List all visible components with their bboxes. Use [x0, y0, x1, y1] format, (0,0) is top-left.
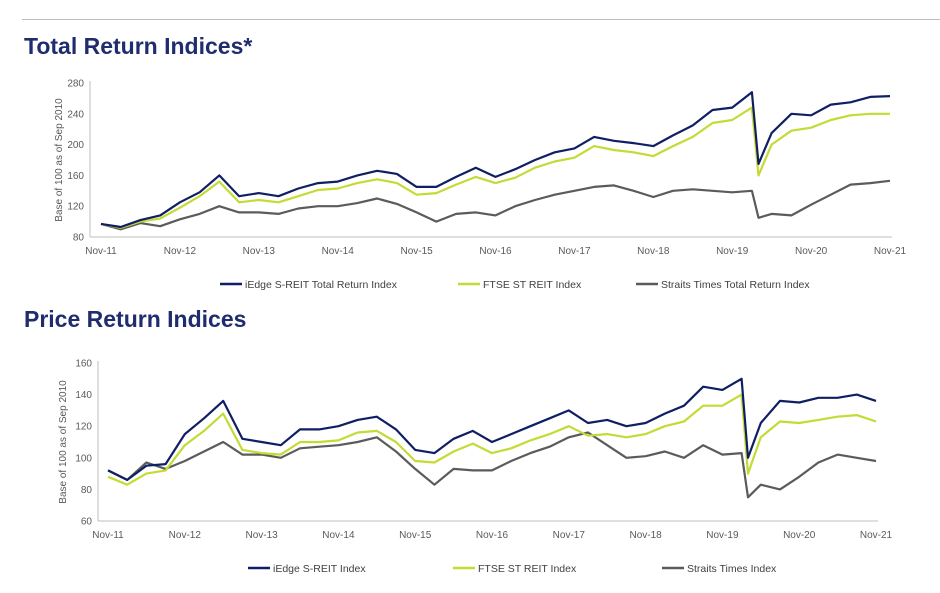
y-tick-label: 160 [75, 359, 92, 370]
y-axis-label: Base of 100 as of Sep 2010 [58, 380, 69, 504]
x-tick-label: Nov-16 [476, 530, 509, 541]
x-tick-label: Nov-21 [860, 530, 893, 541]
y-tick-label: 80 [81, 485, 93, 496]
x-tick-label: Nov-18 [629, 530, 662, 541]
x-tick-label: Nov-16 [479, 246, 512, 257]
x-tick-label: Nov-12 [169, 530, 202, 541]
y-tick-label: 80 [73, 233, 85, 244]
x-tick-label: Nov-17 [553, 530, 586, 541]
y-tick-label: 140 [75, 390, 92, 401]
series-line-1 [100, 106, 890, 229]
x-tick-label: Nov-20 [795, 246, 828, 257]
y-tick-label: 100 [75, 453, 92, 464]
y-axis-label: Base of 100 as of Sep 2010 [54, 98, 65, 222]
legend-label: FTSE ST REIT Index [483, 279, 582, 291]
y-tick-label: 160 [67, 171, 84, 182]
x-tick-label: Nov-12 [164, 246, 197, 257]
x-tick-label: Nov-13 [243, 246, 276, 257]
legend-label: iEdge S-REIT Total Return Index [245, 279, 398, 291]
series-line-1 [107, 393, 877, 486]
y-tick-label: 120 [75, 422, 92, 433]
series-line-0 [107, 377, 877, 481]
legend-label: Straits Times Index [687, 563, 777, 575]
x-tick-label: Nov-17 [558, 246, 591, 257]
x-tick-label: Nov-21 [874, 246, 907, 257]
y-tick-label: 280 [67, 79, 84, 90]
series-line-2 [107, 431, 877, 499]
chart-title-price-return: Price Return Indices [24, 306, 247, 332]
series-line-0 [100, 91, 891, 229]
x-tick-label: Nov-18 [637, 246, 670, 257]
x-tick-label: Nov-11 [92, 530, 124, 541]
y-tick-label: 240 [67, 109, 84, 120]
x-tick-label: Nov-20 [783, 530, 816, 541]
x-tick-label: Nov-15 [399, 530, 432, 541]
chart-title-total-return: Total Return Indices* [24, 33, 253, 59]
y-tick-label: 200 [67, 140, 84, 151]
x-tick-label: Nov-19 [706, 530, 739, 541]
legend-label: FTSE ST REIT Index [478, 563, 577, 575]
x-tick-label: Nov-13 [245, 530, 278, 541]
header-divider [22, 19, 940, 20]
legend-label: iEdge S-REIT Index [273, 563, 366, 575]
x-tick-label: Nov-14 [322, 246, 355, 257]
x-tick-label: Nov-19 [716, 246, 749, 257]
x-tick-label: Nov-11 [85, 246, 117, 257]
x-tick-label: Nov-15 [400, 246, 433, 257]
x-tick-label: Nov-14 [322, 530, 355, 541]
y-tick-label: 120 [67, 202, 84, 213]
series-line-2 [100, 179, 891, 231]
y-tick-label: 60 [81, 517, 93, 528]
legend-label: Straits Times Total Return Index [661, 279, 810, 291]
